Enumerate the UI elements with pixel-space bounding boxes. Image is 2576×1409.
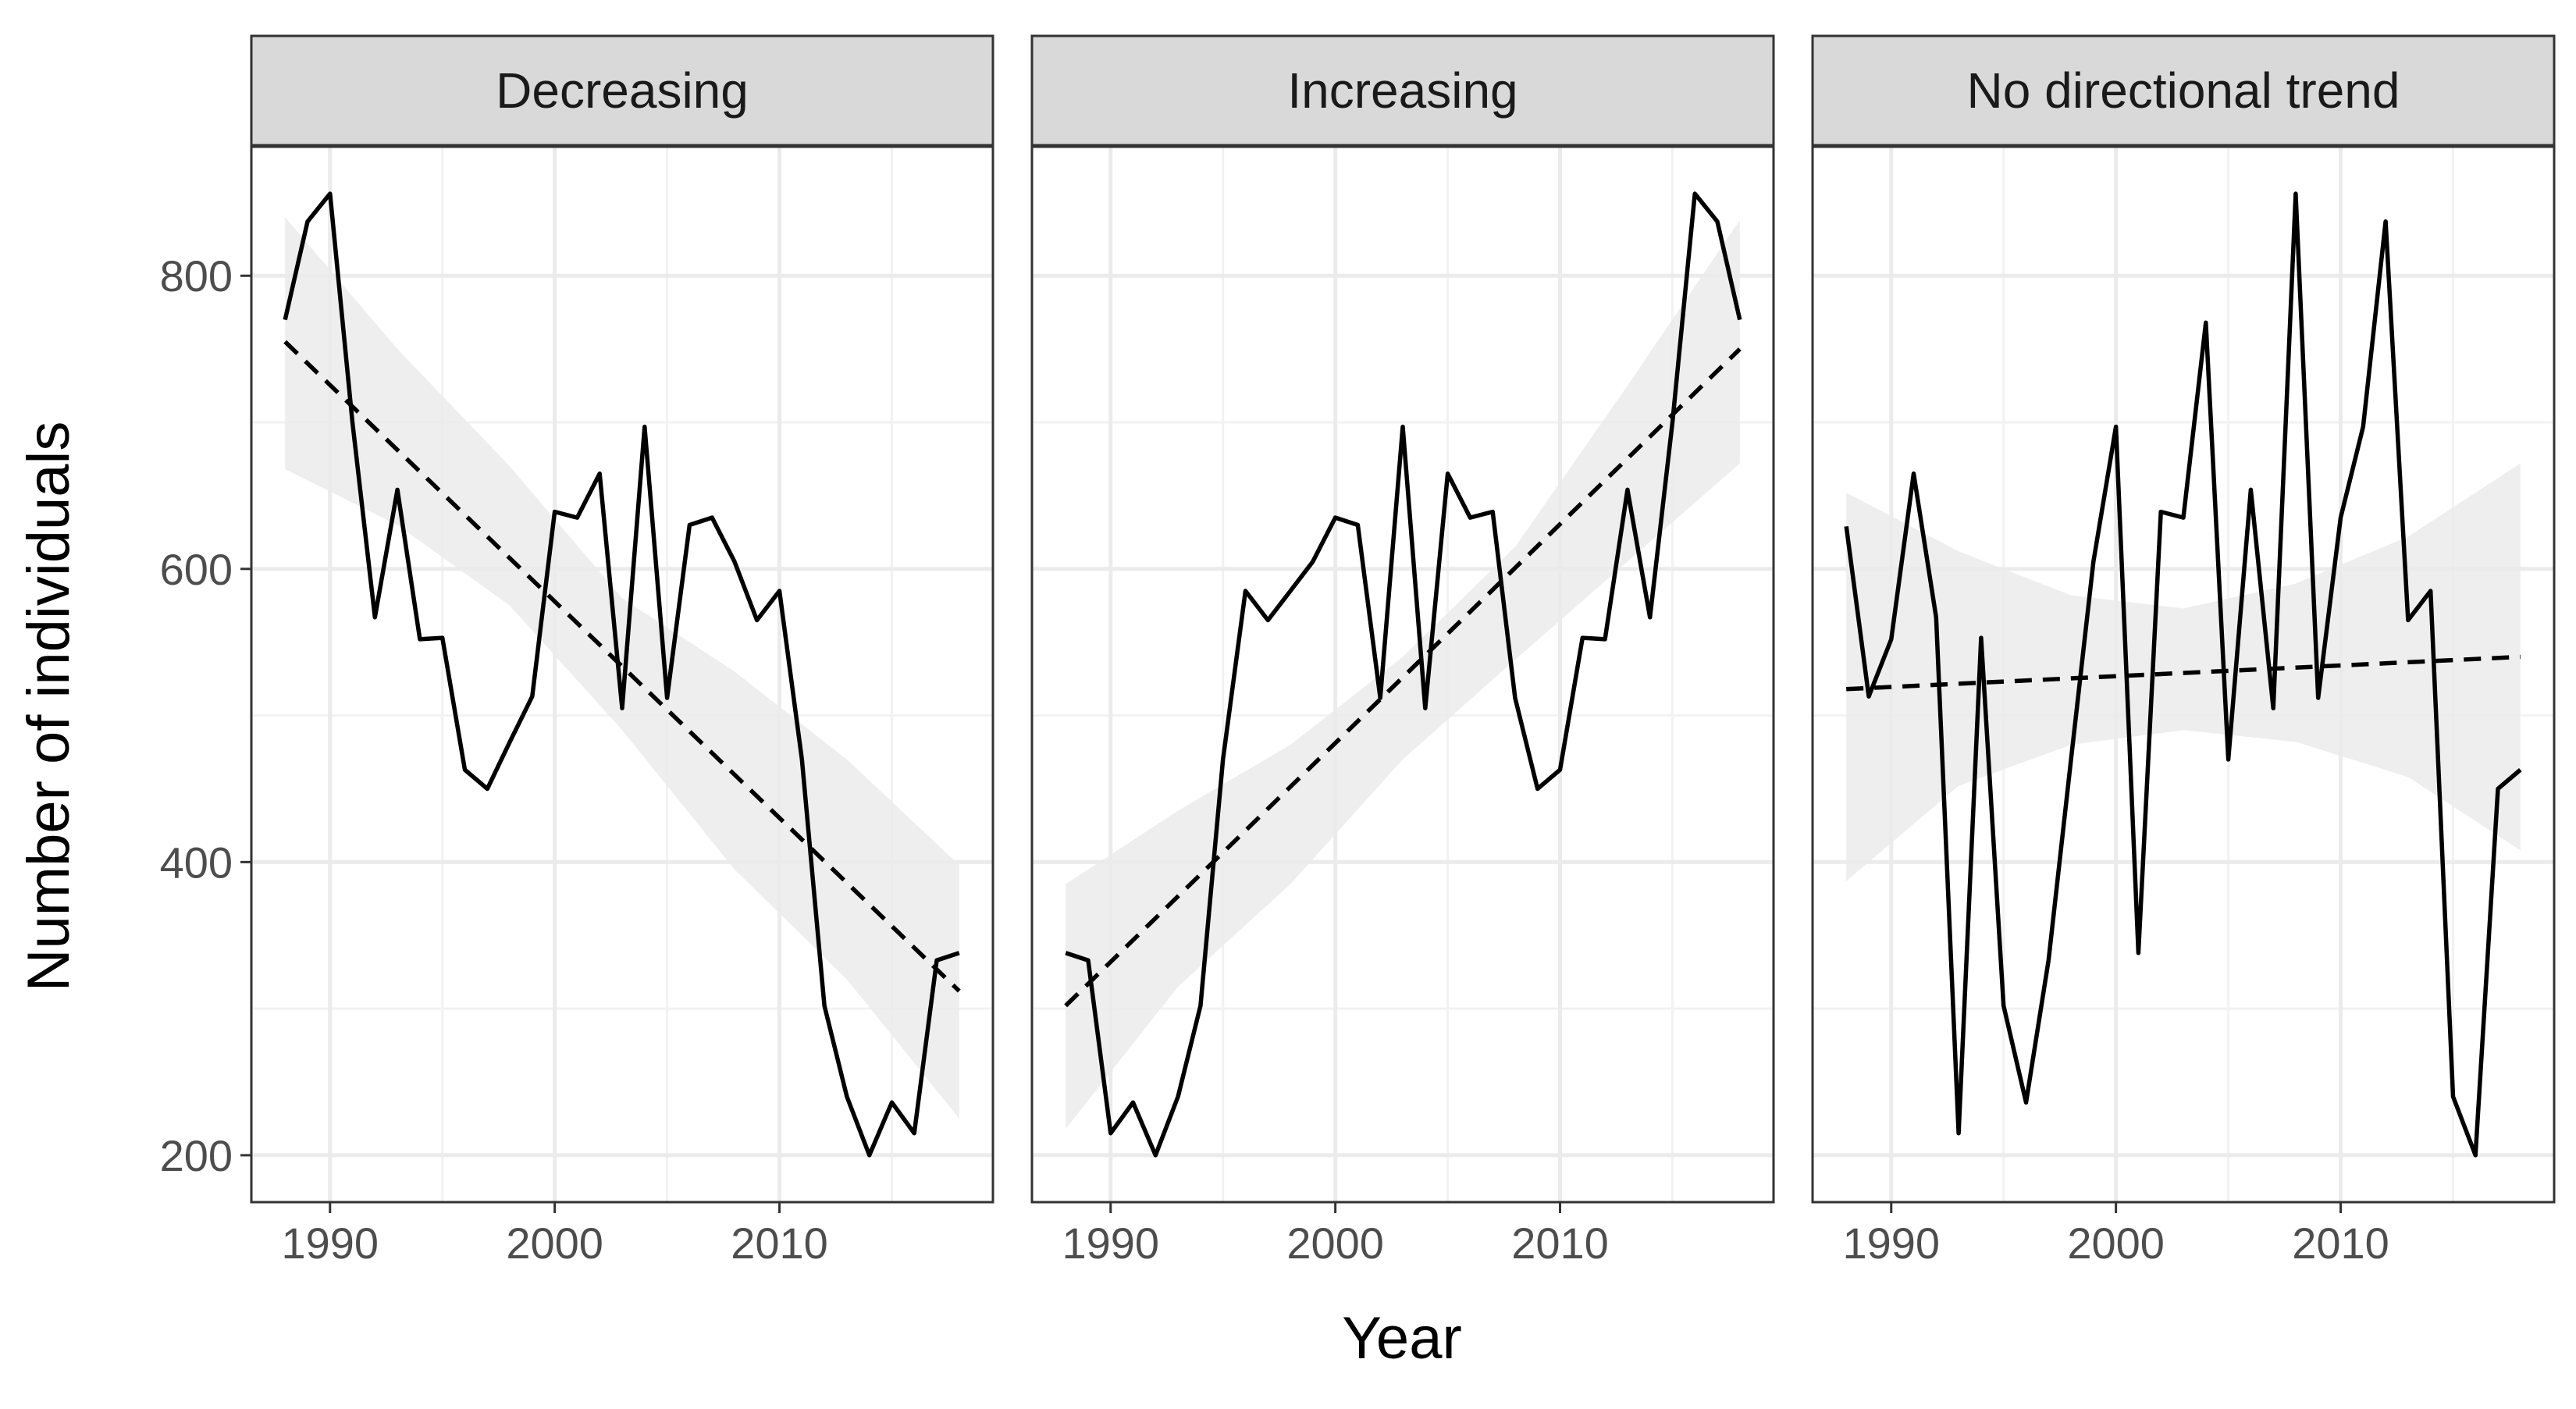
x-tick-label: 2010 [2292,1219,2389,1268]
facet-strip [1030,34,1775,147]
x-tick-label: 1990 [1062,1219,1159,1268]
y-tick-label: 800 [160,251,233,301]
trend-line [283,340,961,993]
confidence-ribbon [285,217,959,1119]
facet-strip-label: No directional trend [1967,62,2400,119]
panel-border [1811,145,2556,1204]
x-tick-label: 2000 [2067,1219,2165,1268]
y-tick-label: 400 [160,838,233,887]
facet-strip [1811,34,2556,147]
facet-strip-label: Decreasing [496,62,749,119]
x-tick-label: 2010 [1511,1219,1609,1268]
series-line [283,191,960,1158]
facet-panel-1: Decreasing 1990 2000 2010 200 400 600 800 [160,34,994,1268]
y-tick-label: 200 [160,1131,233,1180]
facet-strip [250,34,994,147]
x-tick-label: 2000 [506,1219,603,1268]
facet-panel-2: Increasing 1990 2000 2010 [1030,34,1775,1268]
trend-line [1064,347,1742,1008]
x-tick-label: 1990 [281,1219,379,1268]
x-tick-label: 2000 [1286,1219,1384,1268]
x-tick-label: 2010 [731,1219,828,1268]
x-tick-label: 1990 [1842,1219,1940,1268]
facet-panel-3: No directional trend 1990 2000 2010 [1811,34,2556,1268]
y-axis-title: Number of individuals [16,422,82,992]
confidence-ribbon [1066,219,1740,1130]
trend-line [1846,654,2521,692]
x-axis-title: Year [1342,1305,1462,1372]
panel-border [250,145,994,1204]
series-line [1844,191,2522,1158]
panel-border [1030,145,1775,1204]
series-line [1065,191,1742,1158]
y-tick-label: 600 [160,545,233,594]
facet-strip-label: Increasing [1287,62,1517,119]
